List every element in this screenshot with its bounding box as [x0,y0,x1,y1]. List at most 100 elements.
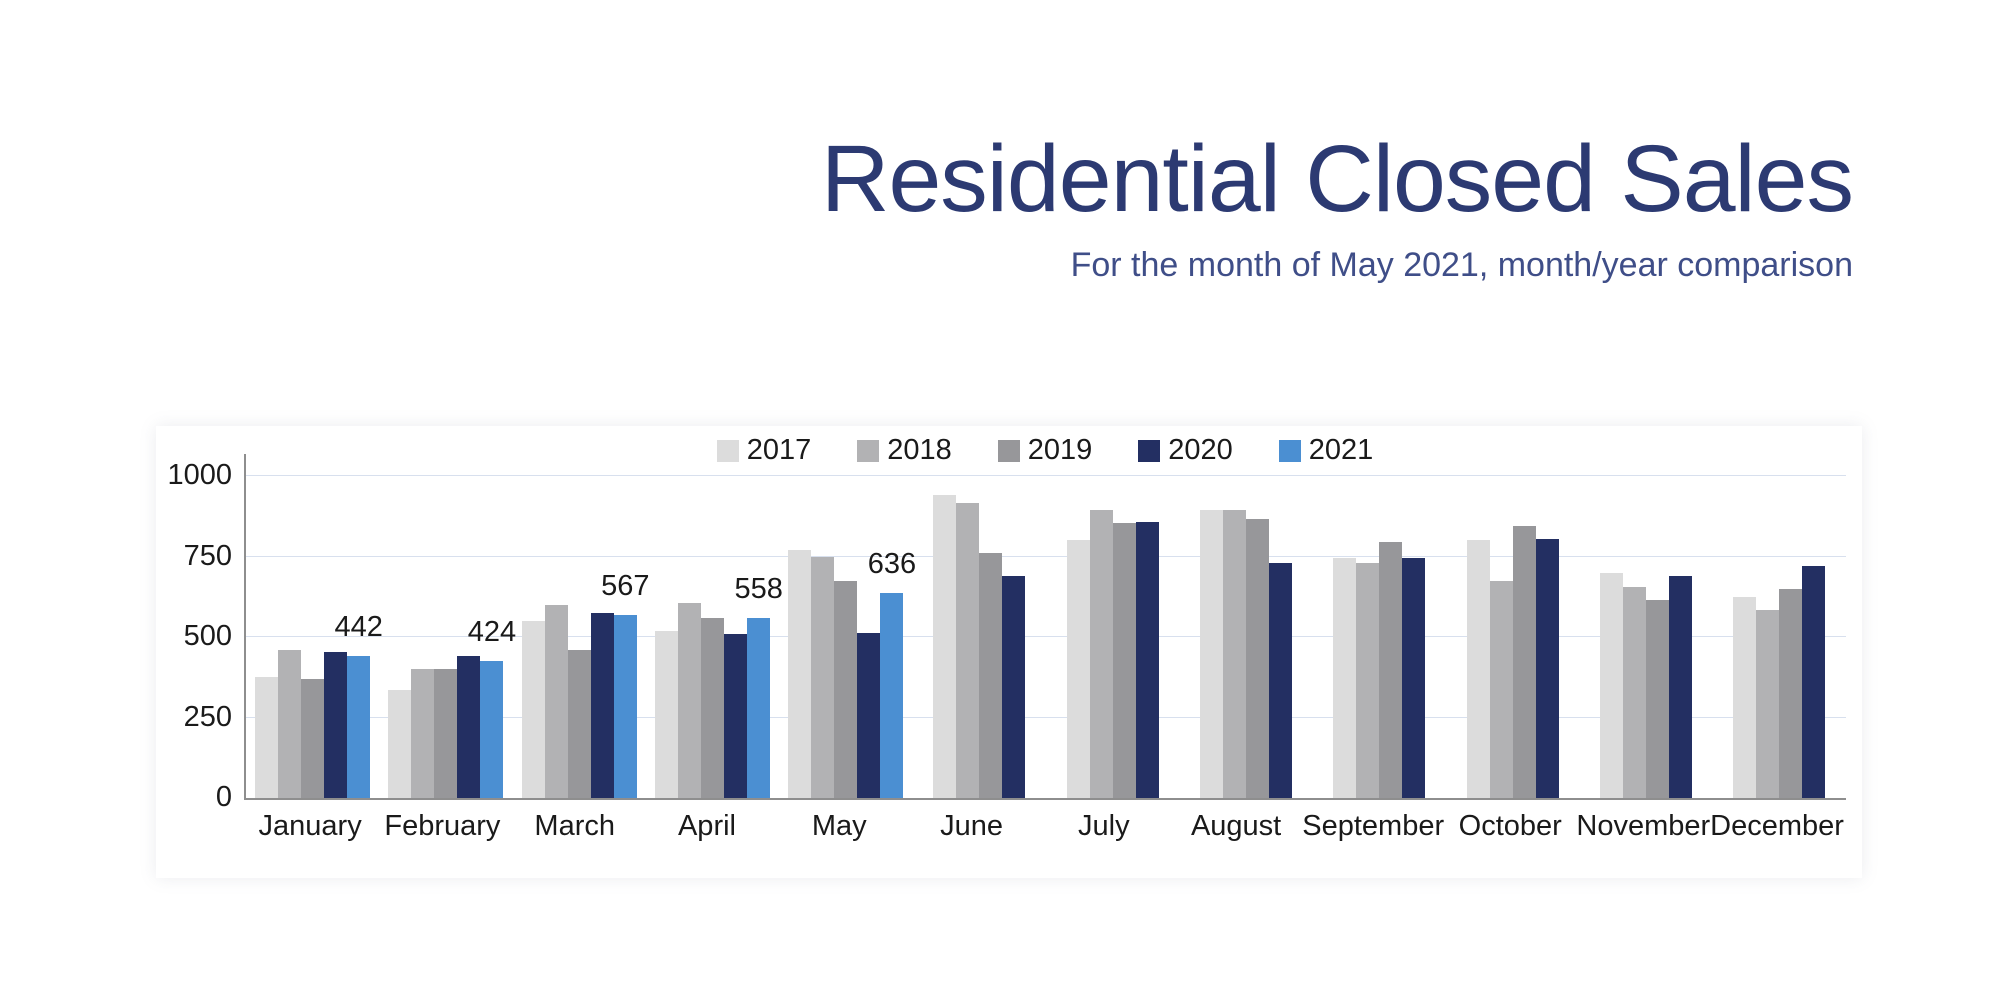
x-label-july: July [1078,810,1130,842]
bar-february-2019 [434,669,458,798]
bar-groups: 442 424 567 558 636 [246,454,1846,798]
bar-group-march: 567 [513,454,650,798]
legend-label-2021: 2021 [1308,434,1374,466]
bar-february-2020 [457,656,481,798]
legend-label-2018: 2018 [887,434,952,466]
bar-may-2019 [834,580,858,798]
x-axis-labels: January February March April May June July Augu… [244,810,1844,843]
bar-may-2020 [857,633,881,798]
x-label-september: September [1302,810,1445,842]
bar-february-2017 [388,690,412,798]
legend-swatch-2017 [716,439,739,462]
y-tick-750: 750 [183,539,232,572]
bar-july-2017 [1066,540,1090,798]
legend-item-2021: 2021 [1278,434,1374,467]
y-tick-0: 0 [215,781,232,813]
bar-november-2019 [1645,599,1669,798]
x-label-november: November [1576,810,1711,842]
bar-january-2020 [324,652,348,798]
bar-group-september [1313,454,1446,798]
legend-item-2019: 2019 [997,434,1093,467]
bar-june-2018 [956,503,980,798]
bar-may-2021 [880,593,904,798]
bar-october-2018 [1489,580,1513,798]
gridline-750 [246,555,1846,557]
bar-group-january: 442 [246,454,383,798]
y-tick-1000: 1000 [167,459,232,491]
value-label-february-2021: 424 [467,616,517,649]
bar-december-2019 [1779,588,1803,798]
bar-group-july [1046,454,1179,798]
bar-august-2018 [1222,509,1246,798]
gridline-1000 [246,475,1846,476]
bar-january-2018 [278,649,302,798]
bar-march-2018 [544,604,568,798]
bar-group-december [1713,454,1846,798]
chart-legend: 2017 2018 2019 2020 2021 [244,434,1846,467]
page-subtitle: For the month of May 2021, month/year co… [1070,245,1853,284]
chart-header: Residential Closed Sales For the month o… [820,126,1854,285]
x-label-june: June [940,810,1003,842]
bar-july-2020 [1135,521,1159,798]
x-label-october: October [1458,810,1562,842]
bar-june-2017 [933,495,957,798]
bar-january-2017 [255,677,279,798]
legend-label-2017: 2017 [746,434,812,466]
gridline-500 [246,636,1846,637]
bar-august-2017 [1199,509,1223,798]
bar-group-may: 636 [779,454,916,798]
bar-group-august [1179,454,1312,798]
legend-item-2018: 2018 [857,434,952,467]
bar-june-2019 [979,553,1003,798]
bar-april-2021 [747,618,771,798]
bar-august-2019 [1245,519,1269,798]
page-title: Residential Closed Sales [820,126,1854,232]
plot-area: 442 424 567 558 636 [244,454,1846,800]
bar-july-2018 [1089,509,1113,798]
bar-november-2017 [1599,572,1623,798]
bar-january-2021 [347,655,371,798]
x-label-august: August [1190,810,1282,842]
legend-swatch-2018 [857,439,880,462]
legend-swatch-2021 [1278,439,1301,462]
x-label-january: January [258,810,362,842]
bar-may-2018 [811,556,835,798]
bar-group-april: 558 [646,454,783,798]
bar-march-2019 [567,649,591,798]
legend-label-2020: 2020 [1168,434,1233,466]
bar-may-2017 [788,550,812,798]
legend-item-2017: 2017 [716,434,812,467]
x-label-april: April [677,810,736,842]
value-label-may-2021: 636 [867,548,917,581]
legend-label-2019: 2019 [1027,434,1093,466]
bar-december-2020 [1802,566,1826,798]
x-label-february: February [384,810,501,842]
bar-november-2018 [1622,587,1646,798]
bar-april-2017 [655,630,679,798]
bar-group-june [913,454,1046,798]
legend-swatch-2020 [1138,439,1161,462]
bar-group-november [1579,454,1712,798]
bar-february-2018 [411,669,435,798]
bar-september-2019 [1379,542,1403,798]
bar-january-2019 [301,678,325,798]
bar-october-2019 [1512,525,1536,798]
bar-september-2018 [1356,562,1380,798]
bar-september-2017 [1333,558,1357,798]
chart-panel: 2017 2018 2019 2020 2021 0 250 500 750 1000 442 4… [156,426,1862,878]
y-tick-250: 250 [183,700,232,733]
bar-march-2017 [521,620,545,798]
bar-october-2020 [1535,538,1559,798]
bar-april-2020 [724,633,748,798]
bar-april-2018 [678,603,702,798]
x-label-may: May [811,810,867,842]
bar-august-2020 [1268,562,1292,798]
bar-april-2019 [701,617,725,798]
bar-group-october [1446,454,1579,798]
legend-item-2020: 2020 [1138,434,1233,467]
bar-june-2020 [1002,575,1026,798]
bar-july-2019 [1112,522,1136,798]
bar-group-february: 424 [379,454,516,798]
bar-march-2021 [613,615,637,798]
legend-swatch-2019 [997,439,1020,462]
